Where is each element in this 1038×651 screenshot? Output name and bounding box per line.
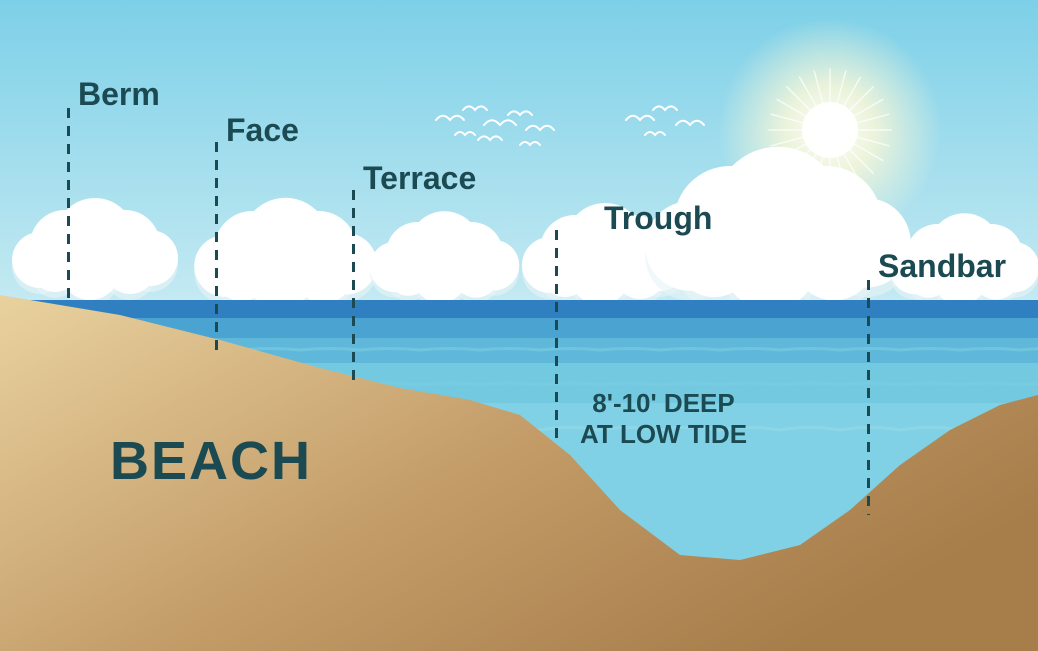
beach-label: BEACH [110,430,312,492]
zone-line-trough [555,230,558,440]
zone-line-berm [67,108,70,300]
zone-label-sandbar: Sandbar [878,248,1006,285]
zone-label-trough: Trough [604,200,712,237]
depth-label: 8'-10' DEEPAT LOW TIDE [580,388,747,450]
depth-label-line2: AT LOW TIDE [580,419,747,450]
zone-line-sandbar [867,280,870,515]
zone-line-face [215,142,218,350]
zone-label-face: Face [226,112,299,149]
zone-label-terrace: Terrace [363,160,476,197]
zone-line-terrace [352,190,355,385]
zone-label-berm: Berm [78,76,160,113]
depth-label-line1: 8'-10' DEEP [580,388,747,419]
